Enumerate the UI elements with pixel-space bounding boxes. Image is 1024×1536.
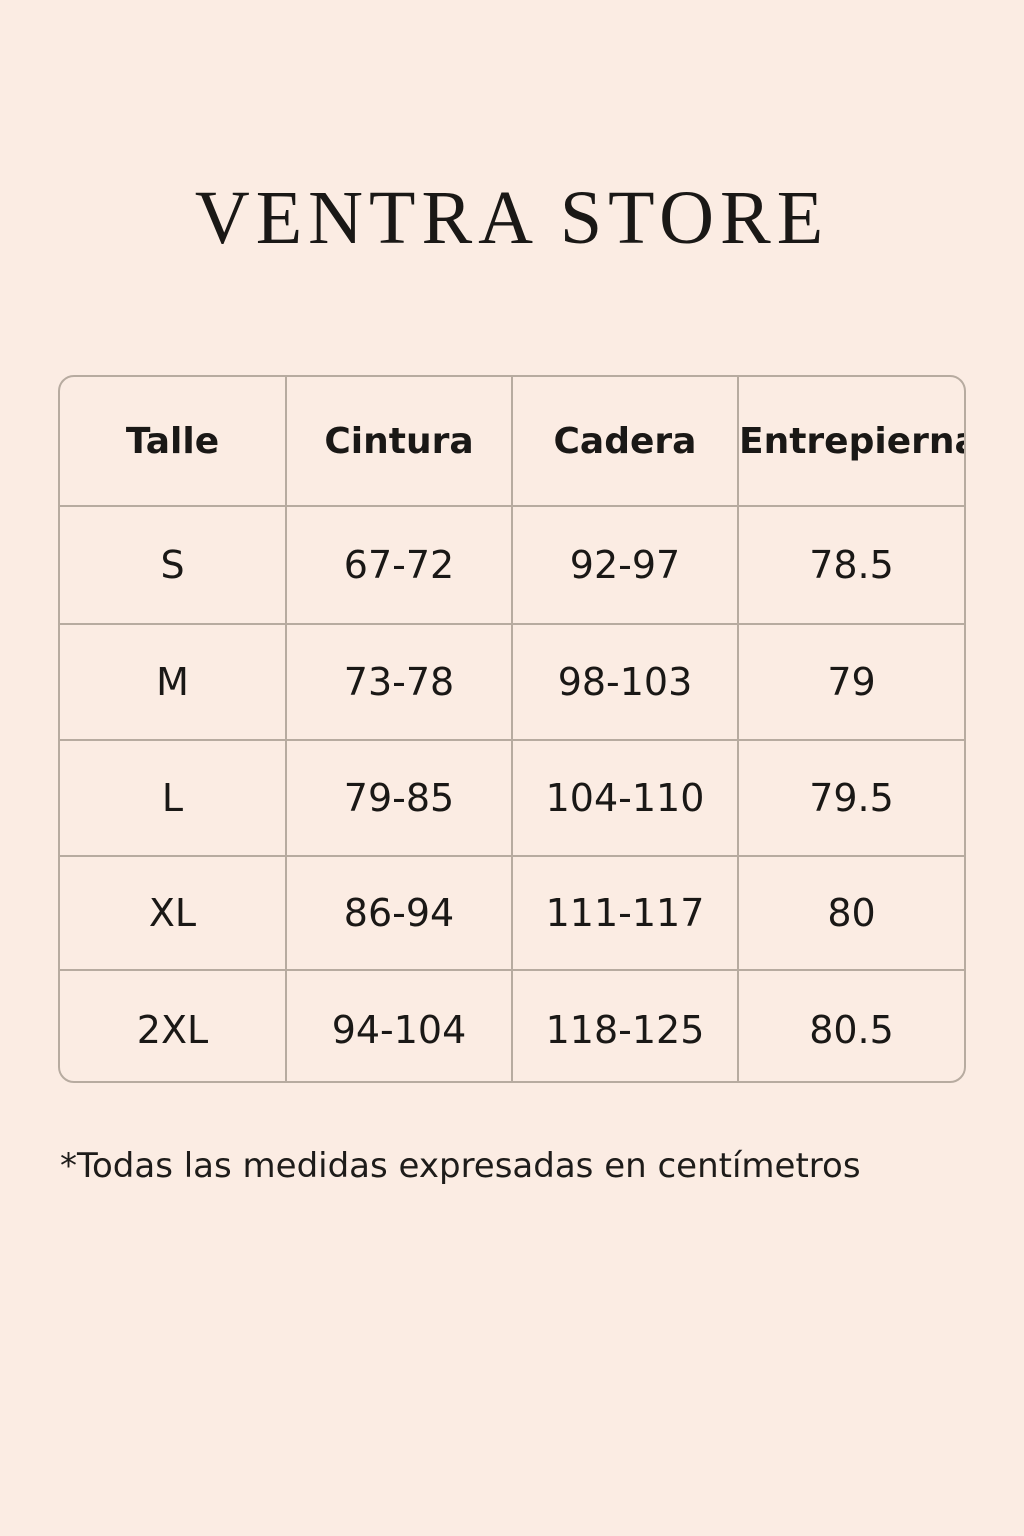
cell-talle: S: [60, 505, 287, 625]
table-row: 2XL 94-104 118-125 80.5: [60, 969, 964, 1081]
cell-entrepierna: 78.5: [737, 505, 964, 625]
cell-talle: M: [60, 623, 287, 741]
table-row: M 73-78 98-103 79: [60, 623, 964, 741]
cell-talle: XL: [60, 855, 287, 971]
cell-cadera: 111-117: [511, 855, 739, 971]
size-chart-table: Talle Cintura Cadera Entrepierna S 67-72…: [58, 375, 966, 1083]
header-cadera: Cadera: [511, 377, 739, 507]
table-row: XL 86-94 111-117 80: [60, 855, 964, 971]
cell-entrepierna: 80.5: [737, 969, 964, 1081]
cell-talle: L: [60, 739, 287, 857]
table-row: S 67-72 92-97 78.5: [60, 505, 964, 625]
header-cintura: Cintura: [285, 377, 513, 507]
cell-cintura: 86-94: [285, 855, 513, 971]
cell-cintura: 67-72: [285, 505, 513, 625]
table-header-row: Talle Cintura Cadera Entrepierna: [60, 377, 964, 507]
measurement-footnote: *Todas las medidas expresadas en centíme…: [60, 1146, 861, 1186]
cell-cadera: 98-103: [511, 623, 739, 741]
cell-cadera: 104-110: [511, 739, 739, 857]
cell-entrepierna: 80: [737, 855, 964, 971]
cell-cintura: 73-78: [285, 623, 513, 741]
cell-cadera: 118-125: [511, 969, 739, 1081]
cell-entrepierna: 79.5: [737, 739, 964, 857]
cell-talle: 2XL: [60, 969, 287, 1081]
cell-cintura: 94-104: [285, 969, 513, 1081]
cell-cintura: 79-85: [285, 739, 513, 857]
header-entrepierna: Entrepierna: [737, 377, 964, 507]
cell-cadera: 92-97: [511, 505, 739, 625]
brand-title: VENTRA STORE: [194, 176, 830, 260]
table-row: L 79-85 104-110 79.5: [60, 739, 964, 857]
cell-entrepierna: 79: [737, 623, 964, 741]
header-talle: Talle: [60, 377, 287, 507]
